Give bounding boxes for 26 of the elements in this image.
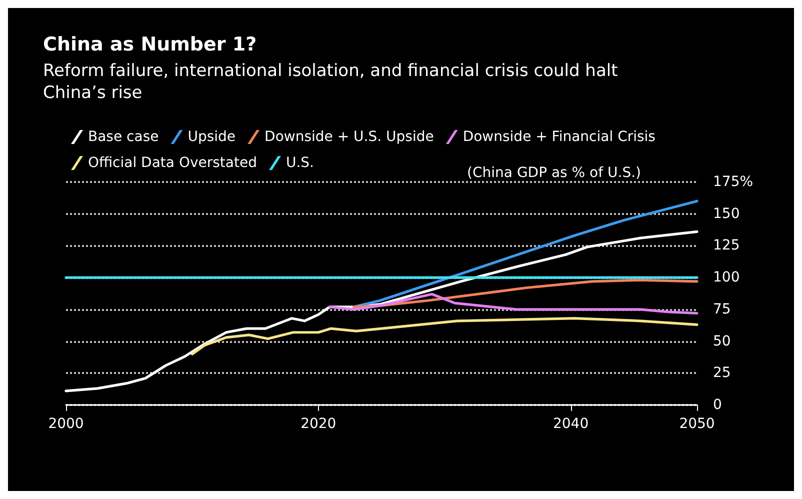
- y-tick-label: 25: [713, 365, 731, 382]
- x-tick-label: 2050: [679, 416, 715, 432]
- legend-label: Official Data Overstated: [88, 155, 257, 171]
- x-tick-label: 2020: [300, 416, 336, 432]
- y-tick-label: 75: [713, 301, 731, 318]
- line-series: [328, 292, 698, 315]
- y-tick-label: 125: [713, 238, 740, 254]
- legend-label: Base case: [88, 129, 159, 145]
- y-axis-title: (China GDP as % of U.S.): [467, 165, 641, 181]
- line-series: [190, 317, 698, 356]
- y-tick-label: 0: [713, 397, 722, 413]
- line-series: [64, 230, 698, 392]
- legend-label: U.S.: [286, 155, 314, 171]
- legend-label: Downside + U.S. Upside: [264, 129, 434, 145]
- x-tick-label: 2000: [48, 416, 84, 432]
- legend-label: Upside: [188, 129, 236, 145]
- line-series: [352, 200, 698, 308]
- line-series: [352, 278, 698, 308]
- legend-label: Downside + Financial Crisis: [462, 129, 656, 145]
- chart-title: China as Number 1?: [43, 34, 257, 56]
- y-tick-label: 100: [713, 270, 740, 286]
- x-tick-label: 2040: [552, 416, 589, 432]
- y-tick-label: 50: [713, 333, 731, 350]
- chart-subtitle: Reform failure, international isolation, and financial crisis could halt China’s rise: [43, 61, 624, 103]
- y-tick-label: 175%: [713, 174, 754, 190]
- y-tick-label: 150: [713, 206, 740, 222]
